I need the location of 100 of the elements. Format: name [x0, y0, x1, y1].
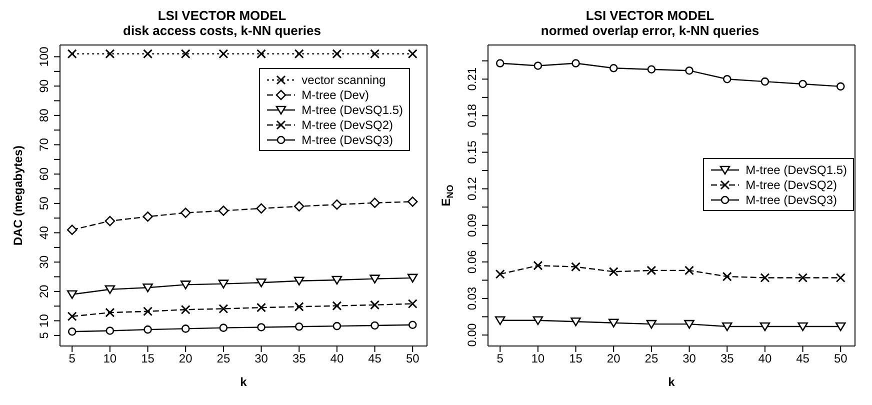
point	[218, 304, 228, 314]
y-tick-label: 0.06	[465, 250, 479, 274]
point	[332, 49, 342, 59]
point	[256, 302, 266, 312]
y-tick-label: 5	[37, 332, 51, 339]
point	[294, 49, 304, 59]
point	[218, 206, 229, 216]
point	[332, 322, 342, 330]
point	[67, 312, 77, 322]
y-tick-label: 0.03	[465, 286, 479, 310]
point	[370, 300, 380, 310]
point	[294, 276, 304, 286]
point	[646, 320, 657, 329]
point	[646, 266, 656, 276]
point	[571, 262, 581, 272]
point	[760, 273, 770, 283]
point	[760, 322, 770, 332]
legend-label: M-tree (DevSQ2)	[746, 178, 837, 192]
point	[760, 77, 770, 86]
point	[294, 201, 304, 212]
y-tick-label: 40	[37, 226, 51, 240]
point	[144, 325, 152, 334]
point	[106, 326, 114, 335]
legend-label: M-tree (DevSQ3)	[746, 192, 837, 206]
point	[370, 321, 379, 330]
point	[256, 203, 266, 214]
point	[408, 320, 417, 330]
point	[570, 317, 581, 326]
point	[647, 65, 656, 74]
point	[533, 260, 543, 270]
x-tick-label: 35	[292, 352, 306, 366]
point	[835, 322, 846, 332]
y-tick-label: 0.09	[465, 213, 479, 238]
y-tick-label: 70	[37, 138, 51, 152]
point	[608, 318, 619, 328]
point	[609, 64, 618, 72]
x-tick-label: 50	[406, 352, 420, 366]
point	[572, 59, 580, 68]
y-tick-label: 0.15	[465, 140, 479, 164]
chart-subtitle: disk access costs, k-NN queries	[122, 23, 322, 38]
point	[104, 216, 116, 226]
x-axis-title: k	[240, 375, 248, 389]
x-tick-label: 20	[178, 352, 193, 366]
x-tick-label: 20	[606, 352, 621, 366]
point	[684, 266, 694, 276]
x-tick-label: 50	[834, 352, 848, 366]
point	[142, 283, 153, 292]
point	[181, 324, 190, 333]
point	[66, 290, 78, 300]
x-tick-label: 40	[330, 352, 344, 366]
point	[408, 49, 418, 59]
point	[608, 266, 618, 276]
legend-label: M-tree (Dev)	[302, 88, 369, 102]
y-tick-label: 20	[37, 284, 51, 298]
x-tick-label: 45	[796, 352, 810, 366]
y-tick-label: 90	[37, 79, 51, 93]
legend-label: M-tree (DevSQ1.5)	[302, 102, 403, 116]
point	[180, 304, 190, 314]
point	[370, 274, 380, 284]
point	[532, 316, 544, 326]
point	[370, 198, 380, 208]
point	[722, 322, 732, 332]
point	[332, 276, 342, 285]
y-axis-title: DAC (megabytes)	[11, 145, 25, 246]
y-tick-label: 80	[37, 108, 51, 122]
y-tick-label: 100	[37, 46, 51, 67]
point	[798, 273, 808, 283]
y-tick-label: 30	[37, 255, 51, 269]
x-tick-label: 35	[720, 352, 734, 366]
point	[257, 323, 266, 332]
legend-label: vector scanning	[302, 72, 386, 86]
legend-label: M-tree (DevSQ2)	[302, 118, 393, 132]
point	[534, 62, 542, 70]
x-tick-label: 5	[496, 352, 504, 366]
point	[496, 59, 504, 68]
point	[104, 285, 116, 294]
y-tick-label: 60	[37, 167, 51, 181]
x-tick-label: 45	[368, 352, 382, 366]
chart-title: LSI VECTOR MODEL	[584, 8, 716, 23]
x-tick-label: 30	[682, 352, 696, 366]
point	[408, 299, 418, 309]
chart-subtitle: normed overlap error, k-NN queries	[540, 23, 760, 38]
point	[836, 273, 846, 283]
point	[143, 306, 153, 316]
point	[684, 320, 694, 329]
point	[407, 196, 418, 207]
point	[68, 327, 76, 336]
point	[294, 302, 304, 312]
y-tick-label: 10	[37, 314, 51, 328]
point	[798, 322, 808, 332]
point	[407, 274, 418, 283]
x-axis-title: k	[668, 375, 676, 389]
x-tick-label: 10	[103, 352, 117, 366]
point	[180, 280, 191, 290]
chart-title: LSI VECTOR MODEL	[156, 8, 288, 23]
legend-label: M-tree (DevSQ1.5)	[746, 162, 847, 176]
y-tick-label: 0.00	[465, 323, 479, 347]
point	[722, 74, 732, 84]
point	[105, 308, 115, 318]
point	[494, 316, 506, 326]
